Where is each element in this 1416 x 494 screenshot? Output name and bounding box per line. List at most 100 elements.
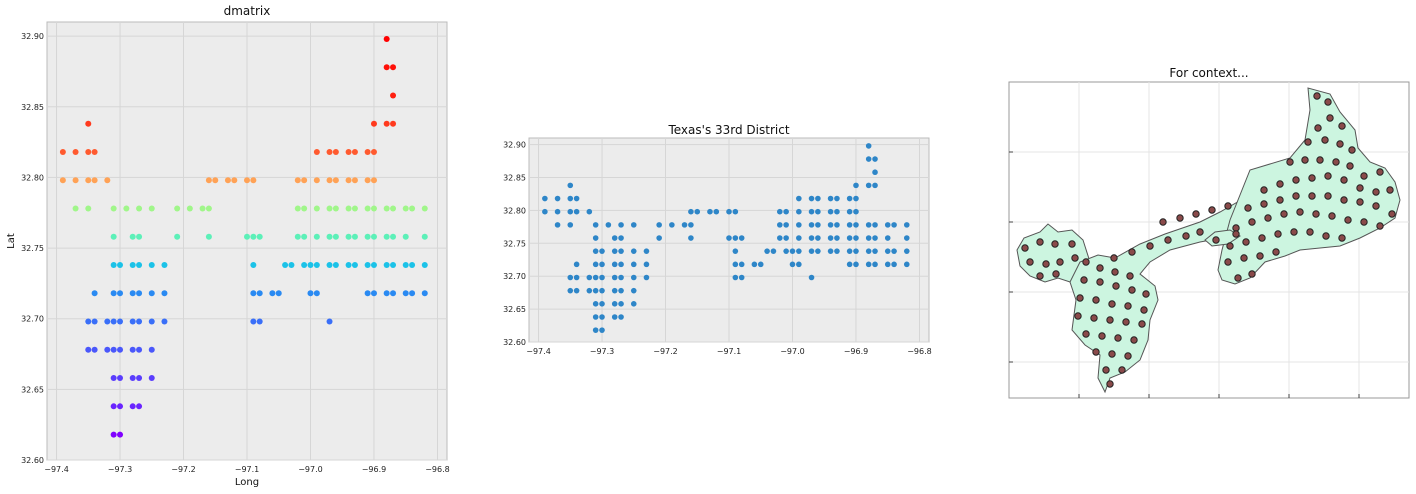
district-point — [796, 261, 802, 268]
district-point — [611, 301, 618, 307]
district-point — [573, 261, 580, 268]
district-x-tick-label: −97.0 — [780, 347, 805, 356]
dmatrix-point — [256, 233, 263, 240]
dmatrix-point — [136, 403, 143, 410]
dmatrix-title: dmatrix — [224, 4, 271, 18]
map-marker — [1332, 158, 1340, 166]
dmatrix-point — [313, 148, 320, 155]
district-point — [669, 222, 675, 228]
dmatrix-point — [370, 290, 377, 297]
dmatrix-point — [275, 290, 282, 297]
dmatrix-point — [72, 177, 79, 184]
dmatrix-point — [117, 290, 124, 297]
map-marker — [1076, 294, 1084, 302]
dmatrix-point — [129, 318, 136, 325]
dmatrix-point — [313, 177, 320, 184]
district-point — [618, 314, 624, 320]
dmatrix-x-tick-label: −97.1 — [235, 465, 260, 474]
dmatrix-point — [129, 375, 136, 382]
dmatrix-point — [186, 205, 193, 212]
district-point — [853, 248, 859, 254]
district-point — [808, 195, 815, 202]
district-point — [853, 208, 859, 215]
map-marker — [1312, 210, 1320, 218]
district-point — [630, 287, 637, 294]
dmatrix-point — [326, 233, 333, 240]
district-point — [726, 208, 732, 215]
dmatrix-point — [332, 148, 339, 155]
district-point — [630, 222, 637, 228]
dmatrix-point — [199, 205, 206, 212]
dmatrix-point — [72, 148, 79, 155]
district-point — [738, 261, 745, 268]
district-point — [592, 274, 599, 281]
dmatrix-point — [174, 233, 181, 240]
district-y-tick-label: 32.80 — [503, 206, 526, 215]
map-marker — [1372, 202, 1380, 210]
district-point — [630, 248, 637, 254]
district-point — [865, 222, 872, 228]
dmatrix-point — [256, 318, 263, 325]
map-marker — [1346, 162, 1354, 170]
district-point — [783, 208, 789, 215]
dmatrix-point — [205, 205, 212, 212]
district-point — [573, 208, 580, 215]
dmatrix-point — [370, 233, 377, 240]
dmatrix-point — [409, 290, 416, 297]
district-point — [853, 182, 859, 189]
map-marker — [1082, 330, 1090, 338]
dmatrix-point — [161, 318, 168, 325]
dmatrix-point — [326, 205, 333, 212]
dmatrix-point — [383, 233, 390, 240]
map-marker — [1248, 218, 1256, 226]
context-map-title: For context... — [1169, 66, 1248, 80]
map-marker — [1276, 180, 1284, 188]
district-point — [599, 314, 605, 320]
district-point — [542, 195, 548, 202]
district-point — [827, 195, 834, 202]
dmatrix-x-tick-label: −96.8 — [425, 465, 450, 474]
dmatrix-point — [136, 262, 143, 269]
dmatrix-point — [370, 120, 377, 127]
dmatrix-point — [301, 233, 308, 240]
dmatrix-point — [326, 177, 333, 184]
district-point — [630, 301, 637, 307]
dmatrix-point — [332, 262, 339, 269]
district-point — [808, 235, 815, 241]
district-point — [586, 208, 593, 215]
map-marker — [1224, 202, 1232, 210]
dmatrix-point — [332, 177, 339, 184]
district-x-tick-label: −96.9 — [844, 347, 869, 356]
district-point — [618, 301, 624, 307]
map-marker — [1248, 270, 1256, 278]
map-marker — [1234, 274, 1242, 282]
district-point — [865, 156, 872, 162]
dmatrix-point — [104, 318, 111, 325]
district-point — [630, 261, 637, 268]
map-marker — [1292, 192, 1300, 200]
dmatrix-point — [269, 290, 276, 297]
map-marker — [1264, 214, 1272, 222]
map-marker — [1356, 184, 1364, 192]
district-south-lobe — [1069, 195, 1257, 394]
dmatrix-point — [307, 290, 314, 297]
district-points — [542, 143, 910, 333]
dmatrix-point — [383, 290, 390, 297]
dmatrix-point — [174, 205, 181, 212]
district-point — [815, 195, 821, 202]
district-point — [834, 222, 840, 228]
dmatrix-point — [364, 148, 371, 155]
dmatrix-point — [345, 205, 352, 212]
district-point — [656, 235, 662, 241]
district-point — [605, 222, 612, 228]
map-marker — [1240, 254, 1248, 262]
dmatrix-point — [250, 262, 257, 269]
dmatrix-point — [148, 262, 155, 269]
district-point — [789, 261, 796, 268]
map-marker — [1106, 316, 1114, 324]
dmatrix-point — [402, 262, 409, 269]
map-marker — [1321, 136, 1329, 144]
dmatrix-point — [117, 318, 124, 325]
map-marker — [1242, 238, 1250, 246]
district-point — [567, 274, 574, 281]
